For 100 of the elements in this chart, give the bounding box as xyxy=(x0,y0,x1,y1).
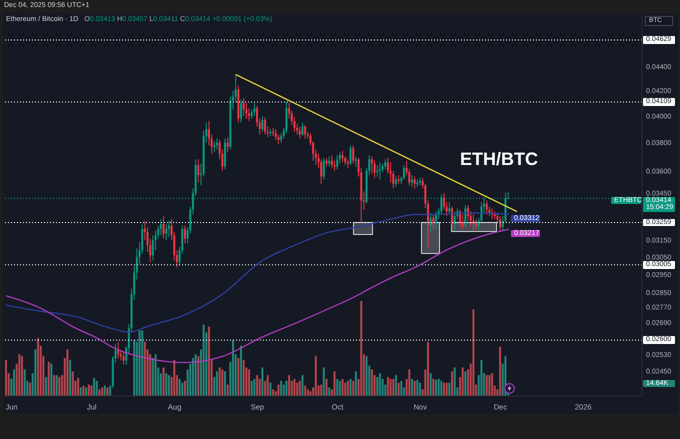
bar xyxy=(432,378,434,396)
bar xyxy=(138,330,141,396)
bar xyxy=(326,378,328,396)
bar xyxy=(98,389,100,396)
candlestick xyxy=(475,218,478,230)
bar xyxy=(261,368,264,396)
bar xyxy=(216,371,218,396)
bar xyxy=(250,380,253,396)
bar xyxy=(21,356,24,396)
candlestick xyxy=(394,176,397,188)
bar xyxy=(45,377,48,396)
bar xyxy=(486,375,488,396)
bar xyxy=(293,378,296,396)
bar xyxy=(298,380,301,396)
bar xyxy=(438,378,440,396)
bar xyxy=(240,346,242,396)
candlestick xyxy=(152,234,154,261)
bar xyxy=(96,380,98,396)
bar xyxy=(440,380,442,396)
bar xyxy=(488,375,490,396)
candlestick xyxy=(336,154,338,170)
candlestick xyxy=(160,218,162,236)
bar xyxy=(58,377,60,396)
bar xyxy=(418,382,421,396)
bar xyxy=(304,386,306,396)
candlestick xyxy=(122,352,125,366)
candlestick xyxy=(330,154,333,168)
bar xyxy=(184,380,186,396)
bar xyxy=(462,368,464,396)
bar xyxy=(454,368,456,396)
bar xyxy=(106,387,108,396)
candlestick xyxy=(448,202,450,215)
bar xyxy=(69,360,72,396)
bar xyxy=(414,380,416,396)
candlestick xyxy=(499,216,502,232)
bar xyxy=(56,375,58,396)
line-series xyxy=(6,228,510,364)
bar xyxy=(37,338,40,396)
bar xyxy=(154,354,157,396)
bar xyxy=(435,380,438,396)
bar xyxy=(346,380,349,396)
candlestick xyxy=(454,210,456,231)
bar xyxy=(426,342,429,396)
bar xyxy=(82,386,84,396)
bar xyxy=(88,384,90,396)
bar xyxy=(350,378,352,396)
bar xyxy=(53,375,56,396)
bar xyxy=(85,387,88,396)
bar xyxy=(90,386,92,396)
bar xyxy=(237,358,240,396)
bar xyxy=(344,382,346,396)
candlestick xyxy=(304,124,306,139)
bar xyxy=(208,326,210,396)
bar xyxy=(181,382,184,396)
bar xyxy=(282,384,285,396)
bar xyxy=(80,387,82,396)
bar xyxy=(232,340,234,396)
bar xyxy=(280,380,282,396)
bar xyxy=(296,382,298,396)
candlestick xyxy=(226,136,229,153)
bar xyxy=(322,368,325,396)
bar xyxy=(152,358,154,396)
candlestick xyxy=(486,200,488,215)
bar xyxy=(320,384,322,396)
candlestick xyxy=(216,138,218,150)
candlestick xyxy=(346,158,349,168)
candlestick xyxy=(464,204,466,228)
bar xyxy=(360,301,362,396)
bar xyxy=(408,369,410,396)
bar xyxy=(288,375,290,396)
candlestick xyxy=(378,162,381,180)
bar xyxy=(173,360,176,396)
bar xyxy=(221,369,224,396)
bar xyxy=(328,387,330,396)
bar xyxy=(443,382,446,396)
bar xyxy=(192,358,194,396)
candlestick xyxy=(432,214,434,230)
bar xyxy=(218,368,221,396)
candlestick xyxy=(370,156,373,174)
bar xyxy=(34,349,36,396)
candlestick xyxy=(162,216,165,240)
candlestick xyxy=(398,174,400,184)
bar xyxy=(202,324,205,396)
bar xyxy=(446,382,448,396)
bar xyxy=(277,384,280,396)
bar xyxy=(390,378,392,396)
bar xyxy=(266,375,269,396)
bar xyxy=(29,382,32,396)
bar xyxy=(370,369,373,396)
candlestick xyxy=(261,116,264,132)
bar xyxy=(253,378,256,396)
bar xyxy=(258,378,261,396)
candlestick xyxy=(342,150,344,163)
candlestick xyxy=(224,138,226,170)
bar xyxy=(394,375,397,396)
candlestick xyxy=(352,144,354,164)
bar xyxy=(499,346,502,396)
candlestick xyxy=(414,176,416,189)
candlestick xyxy=(384,158,386,170)
candlestick xyxy=(168,220,170,238)
